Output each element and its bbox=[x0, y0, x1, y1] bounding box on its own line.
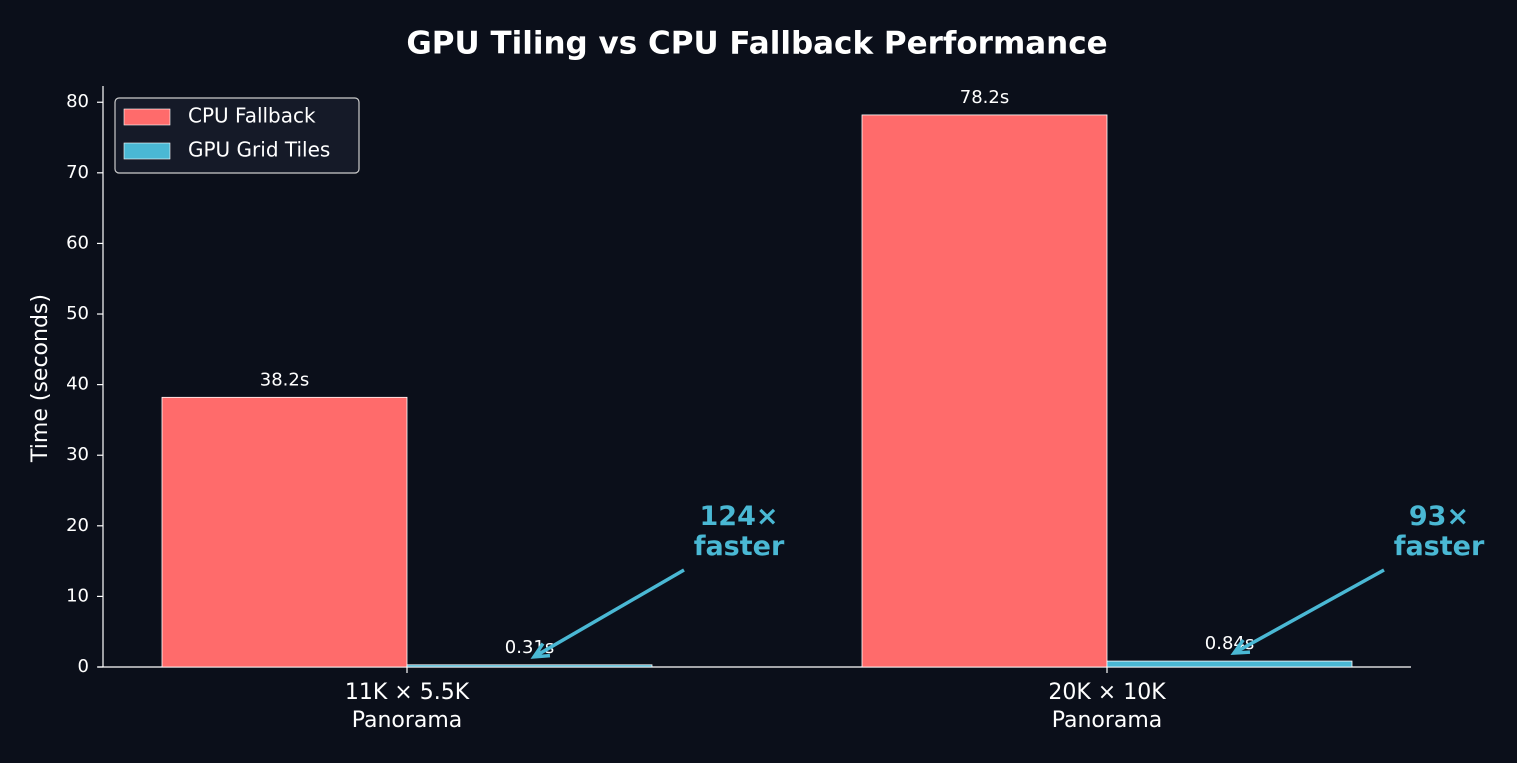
annotation-arrow bbox=[533, 568, 685, 659]
annotation-arrowhead bbox=[1230, 638, 1251, 656]
x-tick-label: 11K × 5.5K Panorama bbox=[345, 680, 470, 733]
x-tick-label: 20K × 10K Panorama bbox=[1048, 680, 1166, 733]
legend-swatch bbox=[123, 142, 171, 160]
annotation: 124× faster bbox=[694, 501, 785, 562]
y-tick-label: 50 bbox=[66, 303, 89, 324]
y-tick-label: 30 bbox=[66, 444, 89, 465]
legend-swatch bbox=[123, 108, 171, 126]
bar bbox=[406, 664, 653, 668]
annotation-arrowhead bbox=[530, 642, 551, 659]
legend-label: GPU Grid Tiles bbox=[188, 138, 330, 162]
y-tick-label: 20 bbox=[66, 515, 89, 536]
legend-box bbox=[114, 97, 360, 174]
y-tick-label: 40 bbox=[66, 374, 89, 395]
annotation-arrow bbox=[1233, 568, 1385, 655]
annotation: 93× faster bbox=[1394, 501, 1485, 562]
legend-label: CPU Fallback bbox=[188, 104, 316, 128]
bar bbox=[161, 396, 408, 668]
value-label: 38.2s bbox=[260, 369, 309, 390]
y-tick-label: 80 bbox=[66, 91, 89, 112]
y-tick-label: 10 bbox=[66, 585, 89, 606]
y-tick-label: 70 bbox=[66, 162, 89, 183]
y-axis-label: Time (seconds) bbox=[28, 294, 53, 463]
bar bbox=[1106, 660, 1353, 668]
y-tick-label: 60 bbox=[66, 232, 89, 253]
value-label: 78.2s bbox=[960, 87, 1009, 108]
chart-title: GPU Tiling vs CPU Fallback Performance bbox=[406, 26, 1107, 62]
y-tick-label: 0 bbox=[78, 656, 89, 677]
bar bbox=[861, 114, 1108, 668]
